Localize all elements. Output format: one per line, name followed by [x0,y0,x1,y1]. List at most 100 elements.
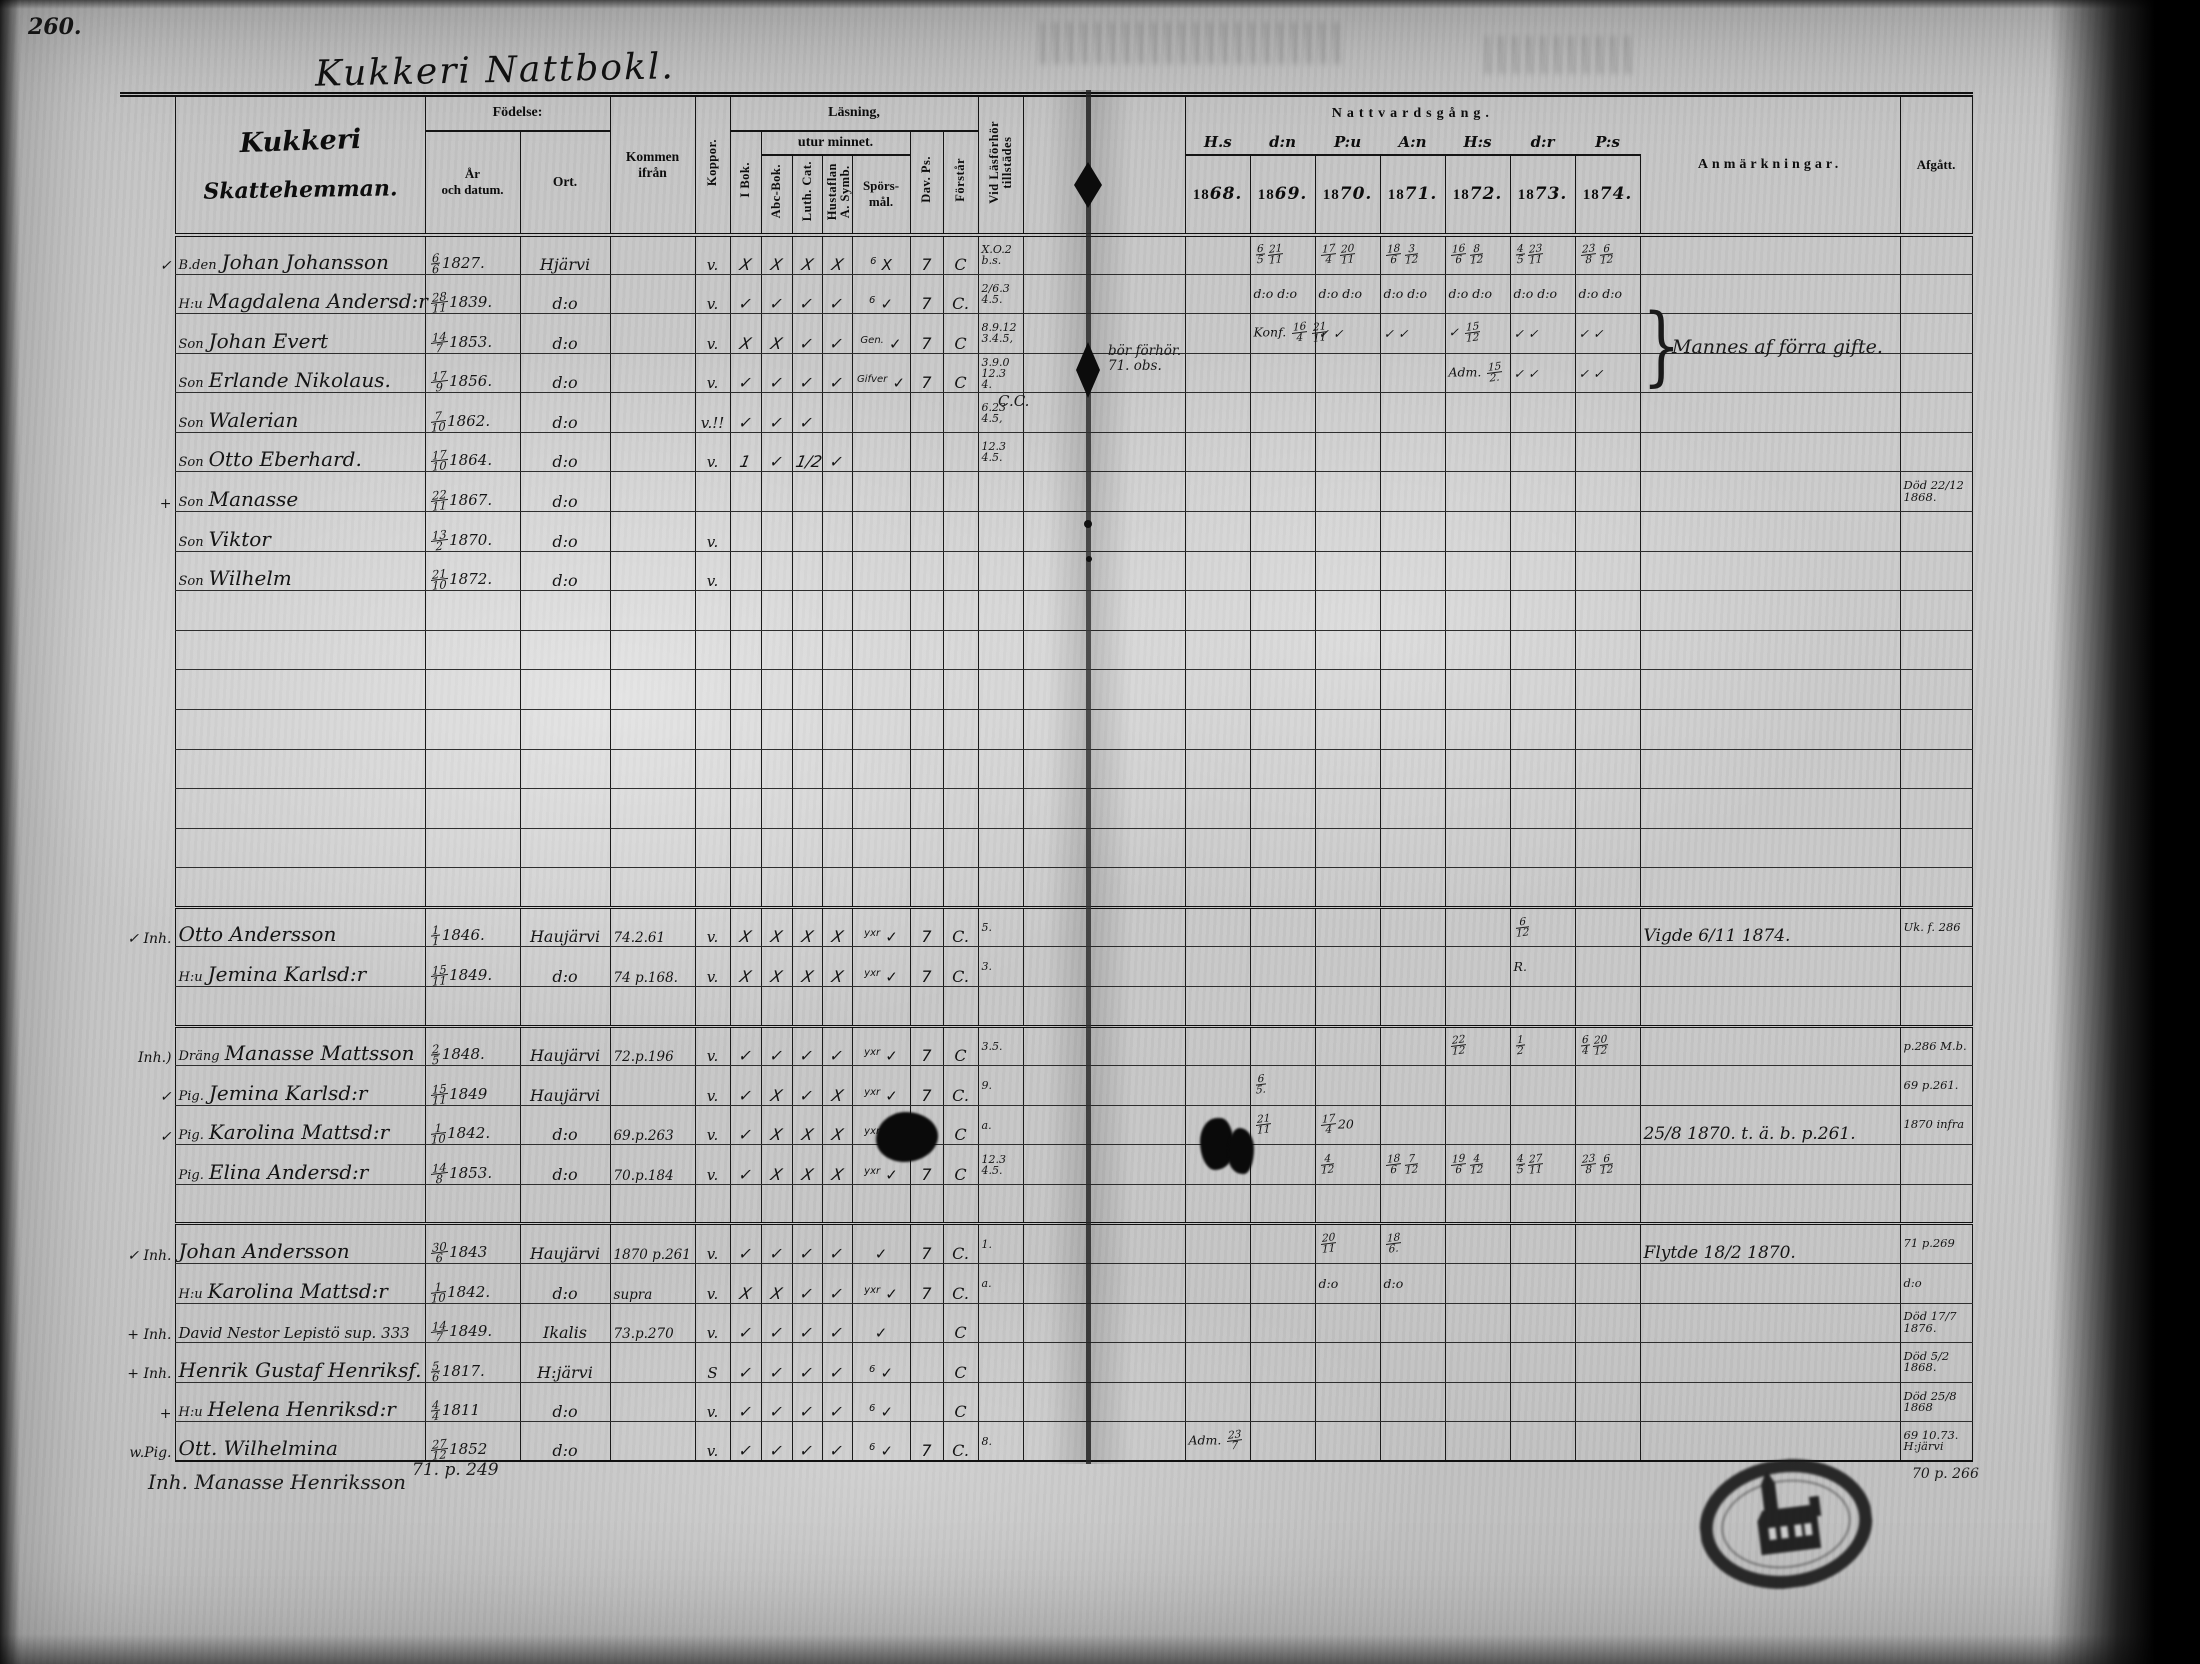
col-header-utur-minnet: utur minnet. [761,130,911,156]
table-row: ✓ Inh. Otto Andersson 1 1 1846. Haujärvi 74.2… [120,905,1973,949]
sporsmal-mark [852,1184,911,1225]
natt-1874 [1575,905,1641,948]
sporsmal-mark: 6 X [852,232,911,275]
koppor-mark: v. [695,1024,731,1067]
natt-1870 [1315,1382,1381,1423]
abc-bok-mark: X [761,232,793,275]
natt-1872: 22 12 [1445,1024,1511,1067]
scan-edge-top [0,0,2200,9]
i-bok-mark: ✓ [730,1222,762,1265]
marriage-note: Mannes af förra gifte. [1672,336,1883,358]
kommen-ifran [610,1342,696,1383]
person-name [174,630,426,671]
farm-name: Kukkeri [238,124,362,160]
natt-1874 [1575,1421,1641,1463]
forstar-mark [943,511,979,552]
koppor-mark: v. [695,1105,731,1146]
natt-1872 [1445,511,1511,552]
sporsmal-mark [852,828,911,869]
natt-1868 [1185,551,1251,592]
dav-ps-mark [910,1382,944,1423]
row-margin: + [159,1405,172,1422]
col-header-year: 1869. [1250,154,1316,235]
person-name: Henrik Gustaf Henriksf. [174,1342,426,1383]
natt-1874 [1575,986,1641,1027]
natt-1869 [1250,1342,1316,1383]
kommen-ifran [610,669,696,710]
forstar-mark: C [943,1105,979,1146]
i-bok-mark: ✓ [730,1065,762,1106]
i-bok-mark [730,669,762,710]
birth-place [520,828,611,869]
forstar-mark: C. [943,1263,979,1304]
table-row: Pig. Elina Andersd:r 14 8 1853. d:o 70.p.184 v… [120,1144,1973,1186]
natt-1871 [1380,986,1446,1027]
col-header-nattvardsgang: Nattvardsgång. [1331,105,1494,121]
luth-cat-mark: X [792,1144,823,1185]
anmarkning [1640,1024,1901,1067]
natt-1869 [1250,986,1316,1027]
row-margin [120,591,175,631]
natt-1870 [1315,471,1381,513]
afgatt-note [1900,274,1973,315]
kommen-ifran [610,551,696,592]
year-squiggle: d:n [1250,130,1316,156]
natt-1869 [1250,709,1316,750]
row-margin: ✓ Inh. [127,1247,172,1264]
blank-left [1023,669,1091,710]
natt-1871 [1380,1342,1446,1383]
natt-1871 [1380,709,1446,750]
table-row: ✓ B.den Johan Johansson 6 6 1827. Hjärvi v. X X X… [120,232,1973,276]
forstar-mark: C [943,1144,979,1185]
person-name: Son Manasse [174,471,426,513]
afgatt-note: d:o [1900,1263,1973,1304]
blank-right [1090,1024,1186,1067]
natt-1869 [1250,1222,1316,1265]
kommen-ifran [610,232,696,275]
natt-1869 [1250,669,1316,710]
natt-1873 [1510,828,1576,869]
i-bok-mark [730,590,762,631]
birth-place: d:o [520,274,611,315]
natt-1871 [1380,392,1446,433]
i-bok-mark [730,788,762,829]
kommen-ifran [610,1382,696,1423]
blank-left [1023,1382,1091,1423]
dav-ps-mark [910,709,944,750]
natt-1868 [1185,669,1251,710]
blank-right [1090,1144,1186,1185]
natt-1874: ✓ ✓ [1575,353,1641,394]
luth-cat-mark [792,511,823,552]
blank-left [1023,471,1091,513]
koppor-mark: v. [695,551,731,592]
afgatt-note [1900,1184,1973,1225]
natt-1872 [1445,828,1511,869]
row-margin [120,393,175,433]
birth-place: d:o [520,946,611,987]
anmarkning [1640,551,1901,592]
natt-1872 [1445,905,1511,948]
dav-ps-mark: 7 [910,946,944,987]
hustaflan-mark: ✓ [822,1222,853,1265]
natt-1869: d:o d:o [1250,274,1316,315]
blank-left [1023,1105,1091,1146]
col-header-vid-lasforhor: Vid Läsförhör tillstädes [978,94,1024,235]
hustaflan-mark [822,669,853,710]
luth-cat-mark: ✓ [792,392,823,433]
i-bok-mark [730,749,762,790]
natt-1873 [1510,590,1576,631]
luth-cat-mark [792,986,823,1027]
blank-left [1023,1065,1091,1106]
row-margin [120,551,175,591]
vid-lasforhor-value: 2/6.3 4.5. [978,274,1024,315]
luth-cat-mark [792,630,823,671]
natt-1870: d:o d:o [1315,274,1381,315]
natt-1874 [1575,1303,1641,1344]
birth-place: Hjärvi [520,232,611,275]
natt-1872: d:o d:o [1445,274,1511,315]
blank-right [1090,1263,1186,1304]
birth-place [520,986,611,1027]
luth-cat-mark: ✓ [792,1303,823,1344]
natt-1872 [1445,986,1511,1027]
natt-1869 [1250,1024,1316,1067]
